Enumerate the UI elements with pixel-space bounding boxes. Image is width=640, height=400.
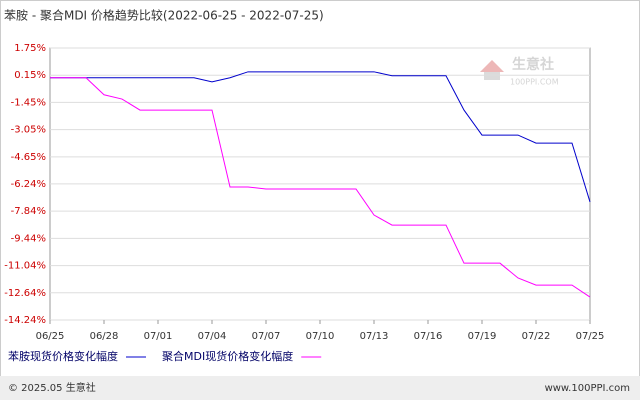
footer-bar xyxy=(0,376,640,400)
y-tick-label: 0.15% xyxy=(14,70,46,81)
x-tick-label: 07/13 xyxy=(360,331,389,342)
legend-label: 聚合MDI现货价格变化幅度 xyxy=(162,349,293,363)
y-tick-label: -1.45% xyxy=(11,97,46,108)
y-tick-label: -11.04% xyxy=(4,261,46,272)
y-tick-label: 1.75% xyxy=(14,43,46,54)
x-tick-label: 07/19 xyxy=(468,331,497,342)
x-tick-label: 07/25 xyxy=(576,331,605,342)
footer-right: www.100PPI.com xyxy=(545,383,630,394)
y-tick-label: -3.05% xyxy=(11,125,46,136)
watermark-icon xyxy=(484,72,500,80)
x-tick-label: 07/10 xyxy=(306,331,335,342)
watermark-icon xyxy=(480,60,504,72)
y-tick-label: -14.24% xyxy=(4,315,46,326)
x-tick-label: 07/04 xyxy=(198,331,227,342)
x-tick-label: 07/16 xyxy=(414,331,443,342)
y-tick-label: -7.84% xyxy=(11,206,46,217)
x-tick-label: 07/07 xyxy=(252,331,281,342)
chart-title: 苯胺 - 聚合MDI 价格趋势比较(2022-06-25 - 2022-07-2… xyxy=(4,8,324,23)
x-tick-label: 06/28 xyxy=(90,331,119,342)
watermark-sub: 100PPI.COM xyxy=(510,78,559,87)
x-tick-label: 07/22 xyxy=(522,331,551,342)
watermark: 生意社 100PPI.COM xyxy=(480,56,559,87)
y-tick-label: -6.24% xyxy=(11,179,46,190)
y-tick-label: -4.65% xyxy=(11,152,46,163)
legend-label: 苯胺现货价格变化幅度 xyxy=(8,349,118,363)
x-tick-label: 06/25 xyxy=(36,331,65,342)
y-tick-label: -12.64% xyxy=(4,288,46,299)
watermark-text: 生意社 xyxy=(512,56,554,73)
y-tick-label: -9.44% xyxy=(11,233,46,244)
x-tick-label: 07/01 xyxy=(144,331,173,342)
series-line xyxy=(50,77,591,298)
series-line xyxy=(50,71,591,203)
footer-left: © 2025.05 生意社 xyxy=(8,381,96,394)
